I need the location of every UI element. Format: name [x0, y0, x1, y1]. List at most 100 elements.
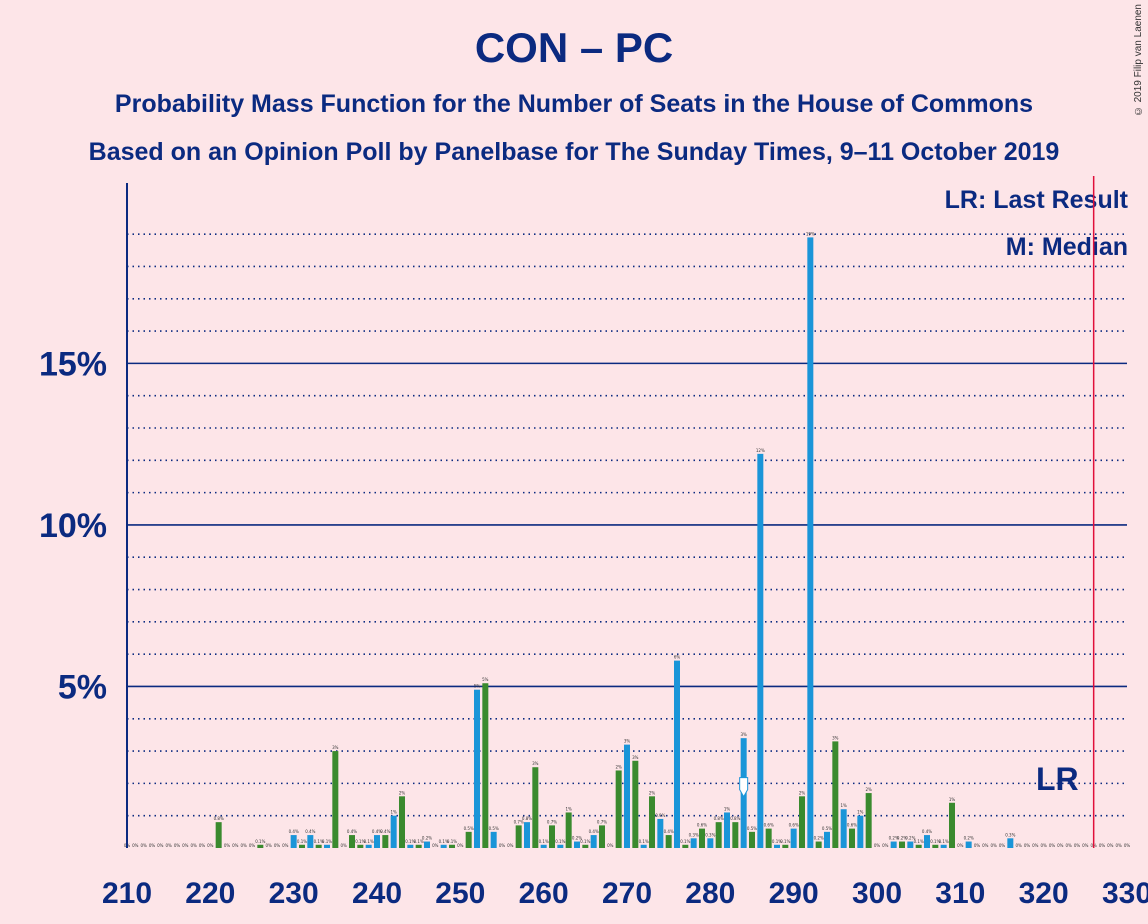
bar-seat-242 [390, 815, 397, 848]
bar-value-label: 0.1% [297, 839, 307, 844]
bar-seat-272 [640, 844, 647, 848]
bar-value-label: 0.8% [730, 816, 740, 821]
chart-title: CON – PC [474, 24, 674, 71]
zero-value-label: 0% [249, 843, 256, 848]
bar-seat-270 [624, 744, 630, 848]
bar-value-label: 1% [565, 806, 572, 811]
zero-value-label: 0% [1107, 843, 1114, 848]
bar-value-label: 0.1% [364, 839, 374, 844]
bar-value-label: 1% [857, 810, 864, 815]
bar-seat-311 [965, 841, 972, 848]
bar-value-label: 0.5% [822, 826, 832, 831]
bar-seat-235 [332, 751, 339, 848]
bar-value-label: 3% [532, 761, 539, 766]
bar-value-label: 0.1% [680, 839, 690, 844]
bar-seat-263 [565, 812, 572, 848]
bar-seat-271 [632, 760, 639, 848]
bar-seat-237 [349, 835, 355, 848]
bar-seat-234 [324, 844, 330, 848]
bar-value-label: 0.1% [639, 839, 649, 844]
bar-seat-276 [674, 660, 680, 848]
x-tick-label: 230 [269, 877, 319, 910]
bar-value-label: 1% [949, 797, 956, 802]
bar-seat-297 [849, 828, 855, 848]
bar-value-label: 3% [632, 755, 639, 760]
bar-seat-285 [749, 831, 755, 848]
bar-value-label: 2% [615, 764, 622, 769]
bar-seat-232 [307, 835, 314, 848]
zero-value-label: 0% [1032, 843, 1039, 848]
bar-value-label: 0.1% [930, 839, 940, 844]
bar-value-label: 3% [332, 745, 339, 750]
bar-value-label: 0.2% [814, 836, 824, 841]
bar-seat-302 [890, 841, 897, 848]
bar-seat-283 [732, 822, 739, 848]
zero-value-label: 0% [265, 843, 272, 848]
x-tick-label: 250 [435, 877, 485, 910]
legend-last-result: LR: Last Result [944, 186, 1128, 214]
bar-seat-278 [690, 838, 697, 848]
bar-value-label: 0.1% [939, 839, 949, 844]
bar-seat-290 [790, 828, 797, 848]
bar-value-label: 2% [799, 790, 806, 795]
zero-value-label: 0% [1040, 843, 1047, 848]
bar-seat-289 [782, 844, 789, 848]
x-tick-label: 240 [352, 877, 402, 910]
zero-value-label: 0% [190, 843, 197, 848]
bar-seat-299 [865, 793, 872, 848]
bar-value-label: 0.1% [355, 839, 365, 844]
bar-seat-221 [215, 822, 222, 848]
bar-seat-291 [799, 796, 805, 848]
zero-value-label: 0% [974, 843, 981, 848]
zero-value-label: 0% [140, 843, 147, 848]
bar-value-label: 1% [390, 810, 397, 815]
bar-seat-231 [299, 844, 305, 848]
x-tick-label: 260 [519, 877, 569, 910]
bar-value-label: 0.4% [589, 829, 599, 834]
zero-value-label: 0% [432, 843, 439, 848]
bar-seat-292 [807, 237, 814, 848]
x-tick-label: 300 [852, 877, 902, 910]
bar-value-label: 19% [806, 231, 815, 236]
bar-value-label: 0.1% [314, 839, 324, 844]
bar-value-label: 0.1% [772, 839, 782, 844]
bar-value-label: 0.1% [539, 839, 549, 844]
bar-seat-280 [707, 838, 714, 848]
zero-value-label: 0% [1115, 843, 1122, 848]
x-tick-label: 330 [1102, 877, 1148, 910]
bar-value-label: 1% [724, 806, 731, 811]
x-tick-label: 210 [102, 877, 152, 910]
zero-value-label: 0% [990, 843, 997, 848]
bar-value-label: 0.6% [847, 823, 857, 828]
zero-value-label: 0% [874, 843, 881, 848]
bar-seat-269 [615, 770, 622, 848]
bar-seat-239 [365, 844, 372, 848]
bar-seat-233 [315, 844, 322, 848]
bar-seat-316 [1007, 838, 1014, 848]
bar-seat-259 [532, 767, 539, 848]
zero-value-label: 0% [607, 843, 614, 848]
x-tick-label: 320 [1019, 877, 1069, 910]
bar-seat-288 [774, 844, 780, 848]
zero-value-label: 0% [1065, 843, 1072, 848]
zero-value-label: 0% [165, 843, 172, 848]
bar-value-label: 0.1% [405, 839, 415, 844]
zero-value-label: 0% [282, 843, 289, 848]
bar-seat-249 [449, 844, 455, 848]
zero-value-label: 0% [224, 843, 231, 848]
median-marker [739, 777, 749, 798]
bar-value-label: 0.1% [555, 839, 565, 844]
zero-value-label: 0% [1049, 843, 1056, 848]
zero-value-label: 0% [507, 843, 514, 848]
bar-seat-287 [765, 828, 772, 848]
zero-value-label: 0% [1124, 843, 1131, 848]
bar-seat-305 [915, 844, 922, 848]
bar-seat-279 [699, 828, 705, 848]
bar-value-label: 0.3% [689, 832, 699, 837]
bar-seat-257 [515, 825, 522, 848]
bar-seat-248 [440, 844, 447, 848]
bar-value-label: 0.8% [714, 816, 724, 821]
bar-seat-308 [940, 844, 947, 848]
bar-seat-253 [482, 683, 489, 848]
